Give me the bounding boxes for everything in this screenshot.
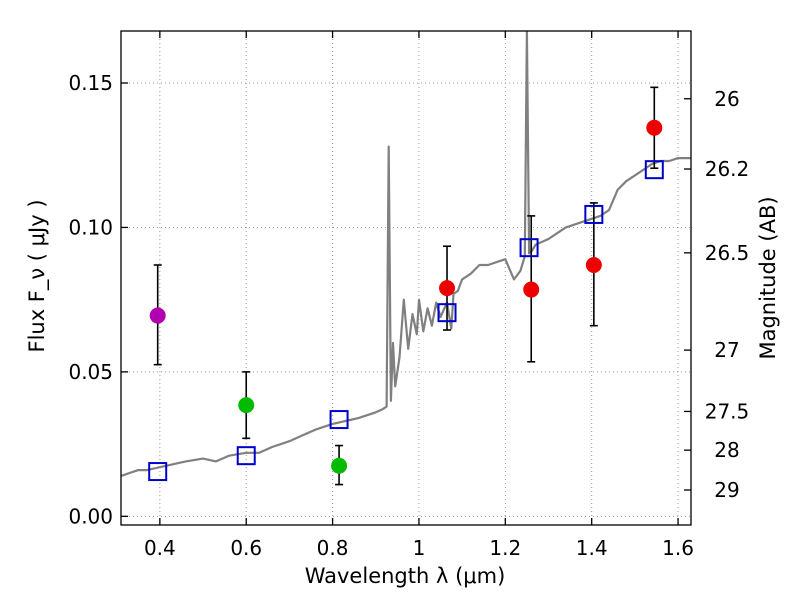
right-axis-label: Magnitude (AB) (756, 196, 780, 359)
observed-flux-point (331, 457, 348, 474)
observed-flux-point (439, 280, 456, 297)
magnitude-tick-label: 27 (714, 338, 739, 362)
x-tick-label: 0.4 (144, 536, 176, 560)
magnitude-tick-label: 26 (714, 87, 739, 111)
magnitude-tick-label: 27.5 (705, 399, 750, 423)
y-tick-label: 0.15 (68, 71, 113, 95)
x-tick-label: 1 (413, 536, 426, 560)
model-photometry-square (519, 238, 539, 258)
x-tick-label: 1.4 (576, 536, 608, 560)
ticks: 0.4 0.6 0.8 1 1.2 1.4 1.6 0.00 0.05 0.10 0.15 26 26.… (68, 31, 749, 560)
magnitude-tick-label: 29 (714, 478, 739, 502)
plot-frame (120, 30, 692, 526)
magnitude-tick-label: 28 (714, 438, 739, 462)
x-tick-label: 1.2 (489, 536, 521, 560)
x-tick-label: 1.6 (662, 536, 694, 560)
observed-flux-point (646, 119, 663, 136)
markers (148, 119, 664, 482)
y-tick-label: 0.05 (68, 360, 113, 384)
x-axis-label: Wavelength λ (μm) (305, 564, 506, 588)
observed-flux-point (238, 397, 255, 414)
magnitude-tick-label: 26.5 (705, 241, 750, 265)
x-tick-label: 0.6 (230, 536, 262, 560)
y-tick-label: 0.00 (68, 504, 113, 528)
observed-flux-point (149, 307, 166, 324)
model-photometry-square (644, 160, 664, 180)
model-photometry-square (148, 462, 168, 482)
y-axis-label: Flux F_ν ( μJy ) (25, 199, 50, 352)
model-photometry-square (437, 303, 457, 323)
observed-flux-point (585, 257, 602, 273)
observed-flux-point (523, 281, 540, 298)
y-tick-label: 0.10 (68, 215, 113, 239)
x-tick-label: 0.8 (317, 536, 349, 560)
model-photometry-square (236, 446, 256, 466)
model-photometry-square (329, 410, 349, 430)
model-photometry-square (584, 204, 604, 224)
magnitude-tick-label: 26.2 (705, 157, 750, 181)
grid (121, 31, 691, 525)
